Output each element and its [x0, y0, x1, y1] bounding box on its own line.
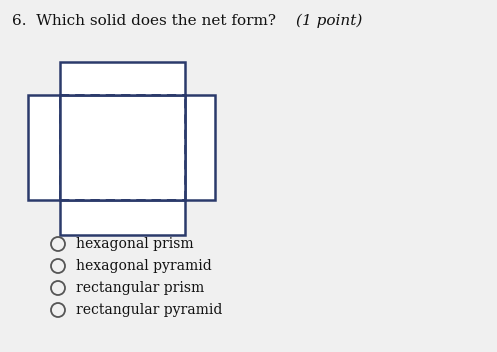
Text: hexagonal prism: hexagonal prism	[76, 237, 194, 251]
Bar	[28, 95, 60, 200]
Text: 6.  Which solid does the net form?: 6. Which solid does the net form?	[12, 14, 286, 28]
Bar	[60, 200, 185, 235]
Text: (1 point): (1 point)	[296, 14, 362, 29]
Bar	[185, 95, 215, 200]
Text: hexagonal pyramid: hexagonal pyramid	[76, 259, 212, 273]
Bar	[60, 95, 185, 200]
Text: rectangular pyramid: rectangular pyramid	[76, 303, 222, 317]
Bar	[60, 62, 185, 95]
Text: rectangular prism: rectangular prism	[76, 281, 204, 295]
